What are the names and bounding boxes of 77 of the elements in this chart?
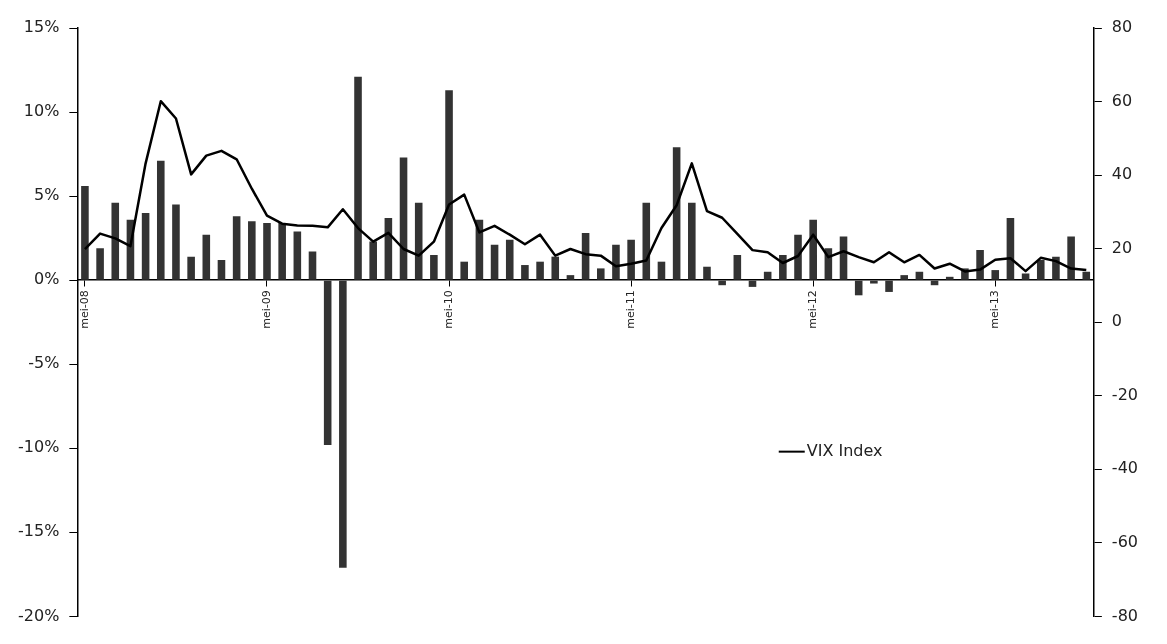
bar <box>521 265 529 280</box>
bar <box>703 266 711 280</box>
x-tick-label: mei-10 <box>441 290 455 329</box>
bar <box>794 234 802 280</box>
y2-tick-label: 0 <box>1111 311 1123 331</box>
bar <box>945 276 954 280</box>
bar <box>141 212 150 280</box>
y2-tick-label: -80 <box>1111 605 1139 625</box>
y2-tick-label: 40 <box>1111 164 1133 184</box>
bar <box>354 76 362 280</box>
y2-tick-label: -40 <box>1111 458 1139 478</box>
bar <box>870 280 878 284</box>
bar <box>991 270 1000 280</box>
bar <box>915 271 924 280</box>
bar <box>1021 273 1030 280</box>
y2-tick-label: 60 <box>1111 90 1133 110</box>
bar <box>430 254 438 280</box>
bar <box>627 239 635 280</box>
y2-tick-label: -20 <box>1111 384 1139 404</box>
bar <box>900 275 909 280</box>
x-tick-label: mei-11 <box>623 290 637 329</box>
bar <box>536 261 544 280</box>
y-tick-label: -10% <box>17 437 60 457</box>
y-tick-label: 0% <box>33 269 60 289</box>
bar <box>566 275 575 280</box>
bar <box>232 216 241 280</box>
y-tick-label: -5% <box>28 353 60 373</box>
bar <box>156 160 165 280</box>
bar <box>172 204 180 280</box>
bar <box>187 256 195 280</box>
bar <box>248 221 256 280</box>
bar <box>399 157 408 280</box>
bar <box>688 202 696 280</box>
x-tick-label: mei-08 <box>77 290 91 329</box>
bar <box>460 261 469 280</box>
bar <box>809 219 817 280</box>
y-tick-label: -20% <box>17 605 60 625</box>
bar <box>96 248 104 280</box>
bar <box>642 202 651 280</box>
y-tick-label: 5% <box>33 185 60 205</box>
y-tick-label: 10% <box>23 101 60 121</box>
bar <box>414 202 423 280</box>
bar <box>369 241 377 280</box>
bar <box>763 271 772 280</box>
bar <box>445 90 453 280</box>
bar <box>278 223 286 280</box>
bar <box>1082 271 1091 280</box>
bar <box>657 261 666 280</box>
bar <box>111 202 120 280</box>
x-tick-label: mei-09 <box>259 290 273 329</box>
y2-tick-label: 20 <box>1111 237 1133 257</box>
bar <box>217 260 226 280</box>
bar <box>1067 236 1075 280</box>
y-tick-label: -15% <box>17 521 60 541</box>
bar <box>263 223 271 280</box>
bar <box>308 251 317 280</box>
bar <box>81 186 89 280</box>
bar <box>505 239 514 280</box>
bar <box>733 254 742 280</box>
bar <box>202 234 211 280</box>
bar <box>612 244 620 280</box>
bar <box>718 280 726 286</box>
y-tick-label: 15% <box>23 17 60 37</box>
bar <box>551 256 560 280</box>
bar <box>976 249 984 280</box>
bar <box>293 231 302 280</box>
bar <box>885 280 893 292</box>
x-tick-label: mei-12 <box>806 290 820 329</box>
bar <box>1036 260 1045 280</box>
bar <box>596 268 605 280</box>
y2-tick-label: -60 <box>1111 532 1139 552</box>
legend-label: VIX Index <box>806 440 883 460</box>
bar <box>339 280 347 568</box>
bar <box>490 244 499 280</box>
x-tick-label: mei-13 <box>988 290 1002 329</box>
bar <box>323 280 332 445</box>
y2-tick-label: 80 <box>1111 17 1133 37</box>
